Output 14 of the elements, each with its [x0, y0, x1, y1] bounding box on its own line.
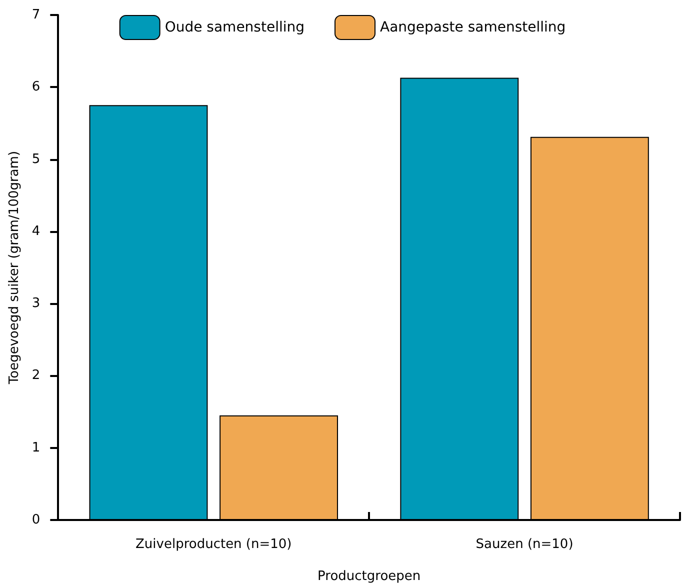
y-tick-label: 2 [32, 368, 40, 384]
y-tick-label: 6 [32, 80, 40, 95]
y-tick-label: 3 [32, 296, 40, 312]
y-tick-label: 5 [32, 152, 40, 167]
legend-label: Oude samenstelling [164, 20, 305, 36]
y-tick-label: 4 [32, 224, 40, 239]
x-tick-label: Sauzen (n=10) [476, 537, 574, 552]
x-tick-label: Zuivelproducten (n=10) [136, 537, 292, 552]
y-tick-label: 7 [32, 8, 40, 22]
y-tick-label: 0 [32, 512, 40, 528]
legend-label: Aangepaste samenstelling [380, 20, 566, 36]
y-axis-title: Toegevoegd suiker (gram/100gram) [7, 150, 22, 386]
x-axis-title: Productgroepen [318, 569, 421, 584]
y-tick-label: 1 [32, 440, 40, 456]
